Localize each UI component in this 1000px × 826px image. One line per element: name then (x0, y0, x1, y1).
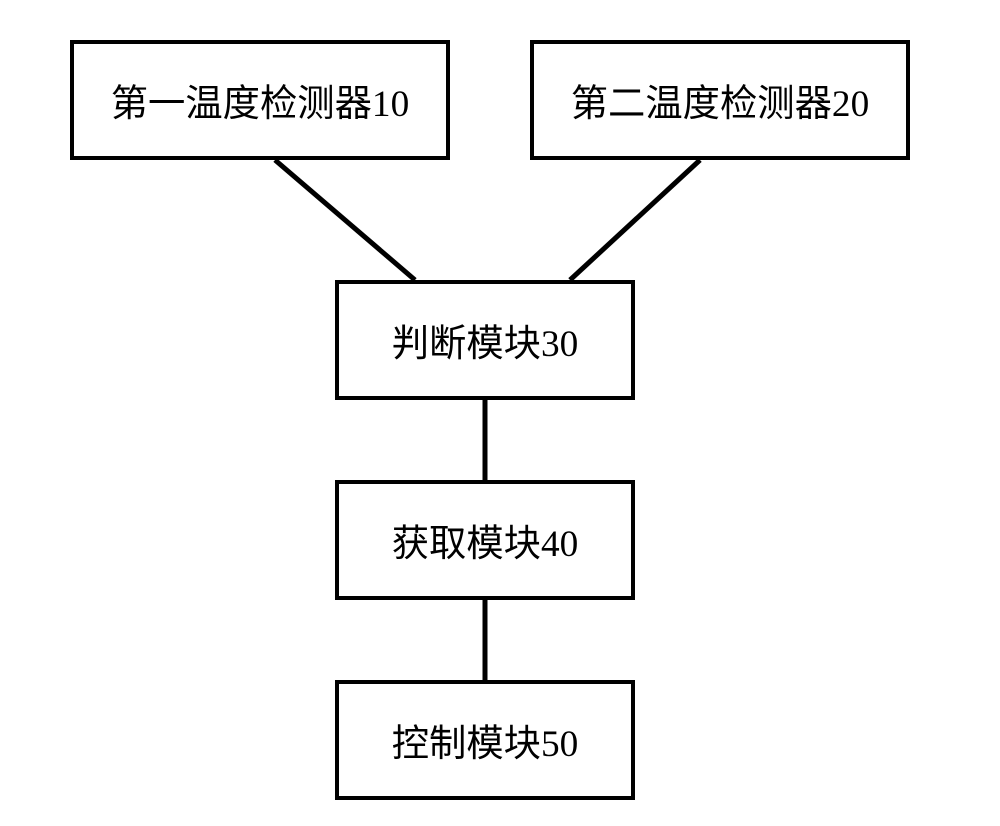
node-detector-1: 第一温度检测器10 (70, 40, 450, 160)
diagram-canvas: 第一温度检测器10 第二温度检测器20 判断模块30 获取模块40 控制模块50 (0, 0, 1000, 826)
edge (570, 160, 700, 280)
node-judgment-module: 判断模块30 (335, 280, 635, 400)
node-detector-2: 第二温度检测器20 (530, 40, 910, 160)
node-label: 判断模块30 (392, 313, 579, 367)
node-label: 控制模块50 (392, 713, 579, 767)
node-acquisition-module: 获取模块40 (335, 480, 635, 600)
node-control-module: 控制模块50 (335, 680, 635, 800)
node-label: 获取模块40 (392, 513, 579, 567)
node-label: 第二温度检测器20 (571, 73, 870, 127)
edge (275, 160, 415, 280)
node-label: 第一温度检测器10 (111, 73, 410, 127)
